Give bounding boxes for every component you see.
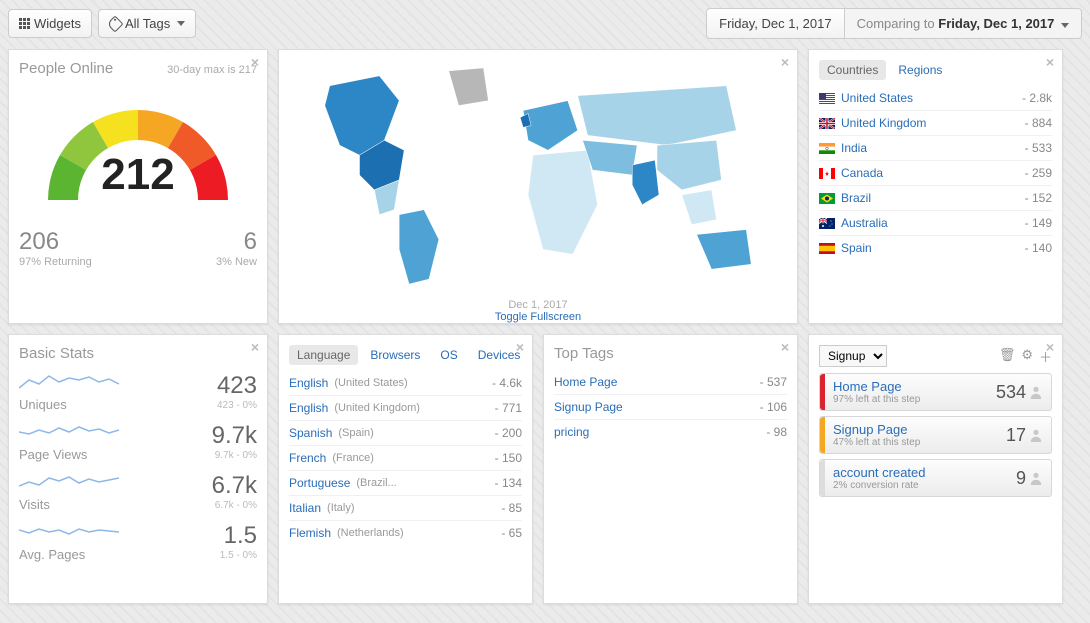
stat-row: Visits6.7k6.7k - 0% [19, 470, 257, 512]
max-label: 30-day max is 217 [167, 64, 257, 76]
sparkline [19, 370, 129, 394]
stat-row: Uniques423423 - 0% [19, 370, 257, 412]
top-tags-title: Top Tags [554, 345, 787, 362]
trash-icon[interactable]: 🗑 [999, 347, 1016, 366]
tab-countries[interactable]: Countries [819, 60, 886, 80]
close-icon[interactable]: × [1046, 339, 1054, 355]
world-map[interactable] [285, 56, 791, 294]
gear-icon[interactable]: ⚙ [1021, 347, 1033, 366]
language-row[interactable]: Spanish (Spain)- 200 [289, 421, 522, 446]
funnel-select[interactable]: Signup [819, 345, 887, 367]
basic-stats-title: Basic Stats [19, 345, 257, 362]
toggle-fullscreen-link[interactable]: Toggle Fullscreen [285, 311, 791, 323]
tab-language[interactable]: Language [289, 345, 358, 365]
tag-icon [106, 15, 123, 32]
tab-os[interactable]: OS [432, 345, 465, 365]
close-icon[interactable]: × [781, 339, 789, 355]
funnel-step[interactable]: Home Page97% left at this step534 [819, 373, 1052, 411]
language-card: × LanguageBrowsersOSDevices English (Uni… [278, 334, 533, 604]
widgets-button[interactable]: Widgets [8, 9, 92, 38]
date-selector[interactable]: Friday, Dec 1, 2017 Comparing to Friday,… [706, 8, 1082, 39]
widgets-label: Widgets [34, 16, 81, 31]
sparkline [19, 520, 129, 544]
close-icon[interactable]: × [251, 54, 259, 70]
returning-label: 97% Returning [19, 256, 92, 268]
funnel-card: × Signup 🗑 ⚙ ＋ Home Page97% left at this… [808, 334, 1063, 604]
countries-card: × CountriesRegions United States- 2.8kUn… [808, 49, 1063, 324]
chevron-down-icon [1061, 23, 1069, 28]
country-row[interactable]: Australia- 149 [819, 211, 1052, 236]
tag-row[interactable]: pricing- 98 [554, 420, 787, 444]
funnel-step[interactable]: Signup Page47% left at this step17 [819, 416, 1052, 454]
country-row[interactable]: Brazil- 152 [819, 186, 1052, 211]
language-row[interactable]: Portuguese (Brazil...- 134 [289, 471, 522, 496]
close-icon[interactable]: × [251, 339, 259, 355]
tab-regions[interactable]: Regions [890, 60, 950, 80]
close-icon[interactable]: × [781, 54, 789, 70]
stat-row: Page Views9.7k9.7k - 0% [19, 420, 257, 462]
close-icon[interactable]: × [516, 339, 524, 355]
language-row[interactable]: Flemish (Netherlands)- 65 [289, 521, 522, 545]
people-online-title: People Online [19, 60, 113, 77]
world-map-card: × Dec 1, 2017 Toggle Fullscreen [278, 49, 798, 324]
tag-row[interactable]: Home Page- 537 [554, 370, 787, 395]
new-count: 6 [216, 228, 257, 256]
language-row[interactable]: Italian (Italy)- 85 [289, 496, 522, 521]
returning-count: 206 [19, 228, 92, 256]
country-row[interactable]: Spain- 140 [819, 236, 1052, 260]
tab-browsers[interactable]: Browsers [362, 345, 428, 365]
all-tags-button[interactable]: All Tags [98, 9, 196, 38]
sparkline [19, 420, 129, 444]
new-label: 3% New [216, 256, 257, 268]
date-compare[interactable]: Comparing to Friday, Dec 1, 2017 [845, 8, 1082, 39]
funnel-step[interactable]: account created2% conversion rate9 [819, 459, 1052, 497]
tag-row[interactable]: Signup Page- 106 [554, 395, 787, 420]
country-row[interactable]: India- 533 [819, 136, 1052, 161]
country-row[interactable]: United States- 2.8k [819, 86, 1052, 111]
country-row[interactable]: Canada- 259 [819, 161, 1052, 186]
grid-icon [19, 18, 30, 29]
top-tags-card: × Top Tags Home Page- 537Signup Page- 10… [543, 334, 798, 604]
date-main[interactable]: Friday, Dec 1, 2017 [706, 8, 844, 39]
language-row[interactable]: English (United Kingdom)- 771 [289, 396, 522, 421]
tags-label: All Tags [125, 16, 170, 31]
country-row[interactable]: United Kingdom- 884 [819, 111, 1052, 136]
people-online-card: × People Online 30-day max is 217 212 20… [8, 49, 268, 324]
sparkline [19, 470, 129, 494]
close-icon[interactable]: × [1046, 54, 1054, 70]
language-row[interactable]: English (United States)- 4.6k [289, 371, 522, 396]
chevron-down-icon [177, 21, 185, 26]
stat-row: Avg. Pages1.51.5 - 0% [19, 520, 257, 562]
language-row[interactable]: French (France)- 150 [289, 446, 522, 471]
basic-stats-card: × Basic Stats Uniques423423 - 0% Page Vie… [8, 334, 268, 604]
map-date: Dec 1, 2017 [285, 299, 791, 311]
